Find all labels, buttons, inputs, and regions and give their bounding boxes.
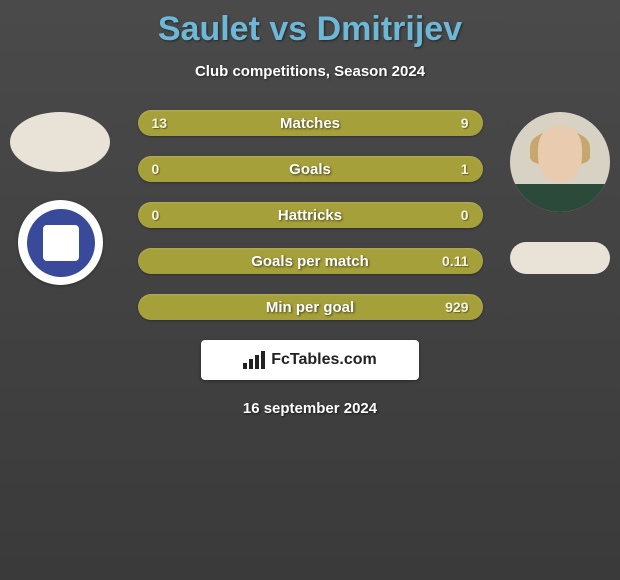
stat-right-value: 0.11 (442, 253, 468, 269)
stat-bar-min-per-goal: Min per goal 929 (138, 294, 483, 320)
stat-right-value: 929 (445, 299, 468, 315)
stat-label: Goals per match (251, 253, 369, 270)
stat-right-value: 0 (461, 207, 469, 223)
stat-label: Goals (289, 161, 331, 178)
date-label: 16 september 2024 (0, 400, 620, 417)
player-left-avatar (10, 112, 110, 172)
stat-label: Matches (280, 115, 340, 132)
brand-text: FcTables.com (271, 351, 377, 369)
stat-bar-goals-per-match: Goals per match 0.11 (138, 248, 483, 274)
stat-right-value: 1 (461, 161, 469, 177)
page-subtitle: Club competitions, Season 2024 (0, 63, 620, 80)
stat-label: Hattricks (278, 207, 342, 224)
stat-bars: 13 Matches 9 0 Goals 1 0 Hattricks 0 Goa… (138, 110, 483, 320)
stat-bar-matches: 13 Matches 9 (138, 110, 483, 136)
stat-left-value: 0 (152, 207, 160, 223)
stat-left-value: 13 (152, 115, 168, 131)
stat-left-value: 0 (152, 161, 160, 177)
comparison-content: 13 Matches 9 0 Goals 1 0 Hattricks 0 Goa… (0, 110, 620, 417)
stat-label: Min per goal (266, 299, 354, 316)
brand-box[interactable]: FcTables.com (201, 340, 419, 380)
club-left-badge (18, 200, 103, 285)
stat-right-value: 9 (461, 115, 469, 131)
page-title: Saulet vs Dmitrijev (0, 0, 620, 49)
player-right-avatar (510, 112, 610, 212)
stat-bar-goals: 0 Goals 1 (138, 156, 483, 182)
club-right-badge (510, 242, 610, 274)
bars-icon (243, 351, 265, 369)
brand-logo: FcTables.com (243, 351, 377, 369)
stat-bar-hattricks: 0 Hattricks 0 (138, 202, 483, 228)
